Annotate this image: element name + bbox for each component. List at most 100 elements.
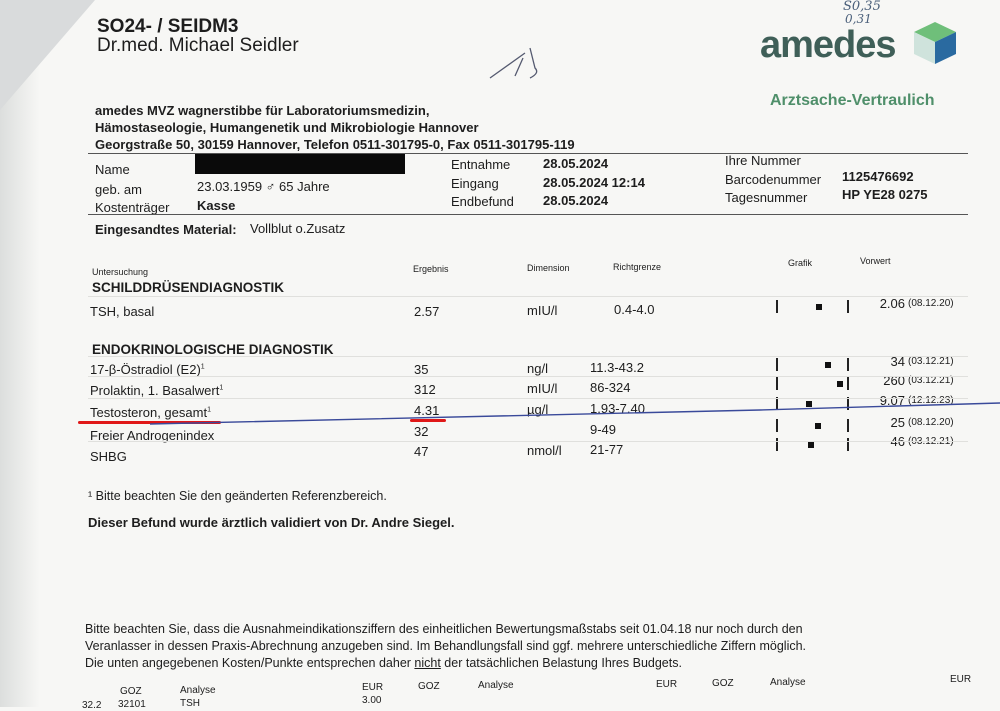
billing-goz-header: GOZ: [418, 681, 440, 692]
unit: mIU/l: [527, 380, 558, 396]
result-marker: [807, 441, 814, 448]
unit: ng/l: [527, 361, 548, 376]
barcode-value: 1125476692: [842, 169, 914, 184]
test-name: SHBG: [90, 449, 127, 464]
reference-range: 86-324: [590, 379, 631, 395]
lab-line-2: Hämostaseologie, Humangenetik und Mikrob…: [95, 120, 479, 135]
barcode-label: Barcodenummer: [725, 172, 822, 187]
billing-analyse-header: Analyse: [478, 680, 514, 691]
billing-analyse-header: Analyse: [770, 677, 806, 688]
range-bar-right: [847, 358, 849, 371]
reference-range: 9-49: [590, 422, 617, 438]
red-underline-testosteron: [78, 421, 221, 424]
handwritten-note-2: 0,31: [845, 12, 872, 26]
divider: [88, 153, 968, 154]
col-dimension: Dimension: [527, 263, 570, 273]
test-name: TSH, basal: [90, 304, 154, 319]
section-title: ENDOKRINOLOGISCHE DIAGNOSTIK: [92, 342, 334, 357]
test-name: 17-β-Östradiol (E2)1: [90, 362, 205, 377]
range-bar-left: [776, 397, 778, 411]
row-divider: [88, 398, 968, 399]
entnahme-label: Entnahme: [451, 157, 511, 172]
dob-label: geb. am: [95, 182, 142, 197]
previous-value: 9.07: [879, 393, 905, 409]
range-bar-left: [776, 418, 778, 432]
test-name-text: 17-β-Östradiol (E2): [90, 362, 201, 377]
result-marker: [814, 422, 821, 429]
billing-goz-header: GOZ: [120, 686, 142, 697]
unit: nmol/l: [527, 443, 562, 459]
blue-pen-line: [150, 402, 1000, 425]
reference-range: 11.3-43.2: [590, 360, 644, 375]
range-bar-right: [847, 418, 849, 432]
result-value: 32: [414, 424, 429, 440]
test-name: Prolaktin, 1. Basalwert1: [90, 383, 223, 398]
test-name-text: Testosteron, gesamt: [90, 405, 208, 420]
validation-note: Dieser Befund wurde ärztlich validiert v…: [88, 515, 455, 530]
material-label: Eingesandtes Material:: [95, 222, 237, 237]
confidential-label: Arztsache-Vertraulich: [770, 92, 935, 109]
range-bar-left: [776, 437, 778, 451]
divider: [88, 214, 968, 215]
lab-line-1: amedes MVZ wagnerstibbe für Laboratorium…: [95, 103, 430, 118]
previous-date: (08.12.20): [908, 298, 954, 309]
billing-cell: 32101: [118, 699, 146, 710]
ihre-nummer-label: Ihre Nummer: [725, 153, 801, 168]
notice-line-1: Bitte beachten Sie, dass die Ausnahmeind…: [85, 622, 803, 636]
test-name-text: TSH, basal: [90, 304, 155, 319]
range-bar-right: [847, 397, 849, 411]
range-bar-left: [776, 377, 778, 391]
section-title: SCHILDDRÜSENDIAGNOSTIK: [92, 280, 285, 295]
reference-range: 0.4-4.0: [614, 302, 655, 317]
previous-value: 34: [890, 354, 905, 369]
col-grafik: Grafik: [788, 258, 813, 268]
test-name-text: Freier Androgenindex: [90, 428, 215, 443]
billing-cell: 3.00: [362, 695, 382, 706]
result-value: 4.31: [414, 402, 440, 418]
footnote: ¹ Bitte beachten Sie den geänderten Refe…: [88, 489, 387, 503]
result-marker: [836, 381, 843, 388]
test-name: Freier Androgenindex: [90, 428, 214, 443]
reference-range: 21-77: [590, 442, 624, 458]
paper-shadow: [0, 0, 40, 707]
range-bar-left: [776, 300, 778, 313]
notice-emphasis: nicht: [414, 656, 441, 670]
billing-eur-header: EUR: [362, 682, 384, 693]
report-code: SO24- / SEIDM3: [97, 16, 239, 37]
result-marker: [824, 362, 831, 368]
result-value: 47: [414, 444, 429, 460]
test-name: Testosteron, gesamt1: [90, 405, 211, 420]
col-ergebnis: Ergebnis: [413, 264, 449, 274]
notice-text: Die unten angegebenen Kosten/Punkte ents…: [85, 656, 415, 670]
test-name-text: SHBG: [90, 449, 127, 464]
previous-value: 25: [890, 414, 905, 430]
payer-value: Kasse: [197, 198, 236, 213]
col-vorwert: Vorwert: [860, 256, 891, 266]
result-marker: [806, 401, 813, 408]
payer-label: Kostenträger: [95, 200, 170, 215]
tagesnummer-label: Tagesnummer: [725, 190, 808, 205]
range-bar-right: [847, 437, 849, 451]
signature-scribble: [489, 47, 538, 79]
amedes-cube-logo-icon: [914, 22, 956, 64]
amedes-logo: amedes: [760, 24, 897, 66]
reference-range: 1.93-7.40: [590, 400, 645, 416]
handwritten-note-1: S0,35: [843, 0, 881, 14]
previous-date: (08.12.20): [908, 416, 954, 428]
range-bar-left: [776, 358, 778, 371]
eingang-label: Eingang: [451, 176, 499, 191]
result-value: 312: [414, 381, 436, 397]
red-underline-result: [410, 419, 446, 422]
range-bar-right: [847, 377, 849, 391]
doctor-name: Dr.med. Michael Seidler: [97, 35, 299, 56]
name-label: Name: [95, 162, 130, 177]
result-marker: [816, 304, 823, 310]
tagesnummer-value: HP YE28 0275: [842, 187, 928, 202]
row-divider: [88, 356, 968, 357]
endbefund-value: 28.05.2024: [543, 193, 609, 208]
footnote-marker: 1: [219, 384, 224, 392]
previous-date: (12.12.23): [908, 395, 954, 407]
billing-goz-header: GOZ: [712, 678, 734, 689]
billing-cell: TSH: [180, 698, 200, 709]
unit: µg/l: [527, 401, 549, 417]
